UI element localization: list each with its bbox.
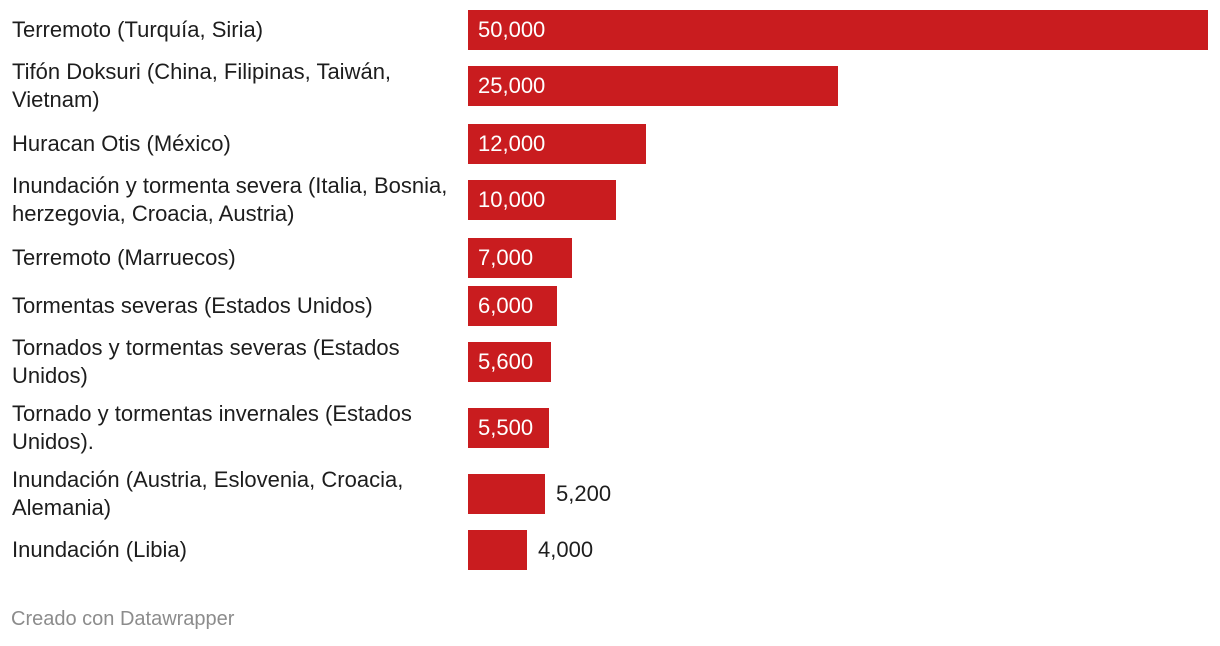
bar [468,180,616,220]
bar [468,66,838,106]
category-label: Inundación (Austria, Eslovenia, Croacia,… [12,467,404,520]
credit-text: Creado con Datawrapper [11,608,235,630]
bar [468,286,557,326]
category-label: Terremoto (Turquía, Siria) [12,17,264,42]
category-label: Terremoto (Marruecos) [12,245,236,270]
bar [468,124,646,164]
category-label: Tormentas severas (Estados Unidos) [12,293,373,318]
value-label: 25,000 [478,73,546,98]
category-label: Huracan Otis (México) [12,131,231,156]
category-label: Tornado y tormentas invernales (Estados … [12,401,412,454]
bar [468,10,1208,50]
category-label: Inundación y tormenta severa (Italia, Bo… [12,173,448,226]
category-label: Tornados y tormentas severas (Estados Un… [12,335,400,388]
value-label: 50,000 [478,17,546,42]
value-label: 5,500 [478,415,534,440]
value-label: 12,000 [478,131,546,156]
bar [468,342,551,382]
category-label: Inundación (Libia) [12,537,187,562]
bar [468,238,572,278]
value-label: 10,000 [478,187,546,212]
value-label: 5,600 [478,349,534,374]
bar [468,474,545,514]
value-label: 7,000 [478,245,534,270]
bar-chart: Terremoto (Turquía, Siria) 50,000 Tifón Do… [12,10,1208,570]
value-label: 4,000 [538,537,594,562]
value-label: 6,000 [478,293,534,318]
value-label: 5,200 [556,481,612,506]
bar [468,408,549,448]
bar [468,530,527,570]
category-label: Tifón Doksuri (China, Filipinas, Taiwán,… [12,59,392,112]
